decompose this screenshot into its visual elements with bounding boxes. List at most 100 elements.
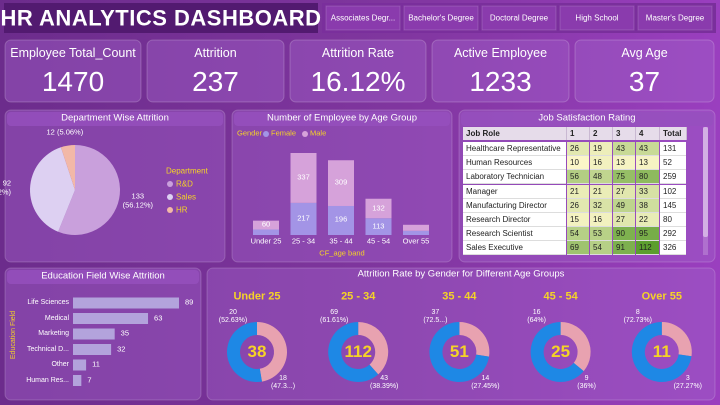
bar-label: 113	[372, 221, 385, 231]
table-cell: 112	[636, 241, 659, 256]
table-cell: 131	[660, 142, 686, 156]
table-cell: Human Resources	[463, 156, 566, 171]
donut-title: 45 - 54	[543, 290, 578, 303]
table-header: Job Role	[463, 127, 567, 140]
donut-label: 16 (64%)	[527, 308, 546, 324]
table-cell: 21	[590, 184, 612, 199]
table-cell: Manufacturing Director	[463, 198, 566, 213]
legend-swatch	[167, 194, 173, 200]
legend-title: Gender	[237, 128, 263, 138]
table-cell: 26	[567, 142, 589, 156]
bar-segment	[290, 153, 317, 203]
donut-center: 112	[344, 342, 372, 362]
legend-swatch	[302, 131, 309, 137]
panel-header	[7, 112, 223, 126]
legend-label: Sales	[176, 192, 197, 202]
table-cell: 38	[636, 198, 659, 213]
donut-label: 18 (47.3...)	[270, 374, 296, 390]
bar-label: 337	[297, 172, 310, 182]
table-cell: 145	[660, 198, 686, 213]
kpi-card	[289, 39, 427, 103]
filter-button[interactable]: Doctoral Degree	[489, 13, 549, 23]
kpi-label: Employee Total_Count	[10, 45, 136, 60]
pie-label: 92 (38.82%)	[0, 178, 12, 197]
kpi-value: 1470	[41, 65, 105, 97]
kpi-label: Attrition	[194, 45, 237, 60]
filter-button[interactable]: Associates Degr...	[330, 13, 396, 23]
bar-label: 60	[261, 219, 271, 229]
kpi-label: Avg Age	[621, 45, 668, 60]
table-cell: 16	[590, 213, 612, 227]
donut-slice	[459, 322, 490, 357]
chart-title: Number of Employee by Age Group	[267, 112, 417, 124]
table-cell: 43	[613, 142, 635, 156]
bar-label: 196	[334, 215, 348, 225]
chart-title: Education Field Wise Attrition	[41, 270, 165, 282]
x-tick-label: 35 - 44	[329, 236, 353, 246]
kpi-label: Active Employee	[453, 45, 548, 60]
table-cell: 292	[660, 227, 686, 242]
table-cell: 259	[660, 170, 686, 185]
y-tick-label: Technical D...	[26, 345, 69, 353]
x-tick-label: Under 25	[250, 236, 282, 246]
table-cell: 49	[613, 198, 635, 213]
table-cell: 15	[567, 213, 589, 227]
x-tick-label: 25 - 34	[291, 236, 316, 246]
kpi-value: 1233	[469, 65, 532, 97]
y-tick-label: Other	[51, 360, 69, 368]
table-header: 1	[567, 127, 590, 140]
bar-segment	[253, 229, 279, 235]
legend-swatch	[263, 131, 269, 137]
pie-label: 133 (56.12%)	[122, 191, 154, 210]
donut-title: 25 - 34	[341, 290, 376, 303]
donut-center: 25	[551, 342, 571, 362]
bar-label: 132	[372, 203, 385, 213]
bar	[73, 328, 115, 340]
bar-segment	[253, 220, 279, 230]
scrollbar-track	[703, 127, 708, 255]
filter-button-bg	[403, 5, 479, 31]
donut-label: 69 (61.61%)	[319, 308, 349, 324]
donut-title: Under 25	[233, 290, 281, 303]
table-cell: 53	[590, 227, 612, 242]
bar	[73, 313, 149, 324]
filter-button-bg	[481, 5, 557, 31]
filter-button-bg	[325, 5, 401, 31]
donut-slice	[227, 322, 262, 382]
kpi-card	[4, 39, 142, 103]
y-tick-label: Marketing	[38, 329, 69, 337]
table-cell: 80	[660, 213, 686, 227]
table-cell: 52	[660, 156, 686, 171]
chart-title: Department Wise Attrition	[61, 112, 169, 124]
pie-slice	[60, 145, 75, 190]
filter-button[interactable]: Bachelor's Degree	[408, 13, 474, 23]
kpi-value: 16.12%	[310, 65, 406, 97]
table-cell: 54	[590, 241, 612, 256]
table-cell: 326	[660, 241, 686, 256]
bar-label: 309	[334, 177, 348, 187]
table-cell: 33	[636, 184, 659, 199]
filter-button[interactable]: High School	[575, 13, 619, 23]
donut-slice	[257, 322, 288, 382]
bar	[73, 359, 87, 371]
bar-label: 217	[297, 213, 310, 223]
bar-label: 7	[87, 375, 92, 385]
table-cell: Manager	[463, 184, 566, 199]
table-cell: 48	[590, 170, 612, 185]
bar-segment	[290, 202, 317, 235]
table-header: 4	[636, 127, 660, 140]
scrollbar-thumb	[703, 127, 708, 237]
panel-header	[461, 112, 713, 126]
donut-slice	[429, 322, 490, 382]
table-cell: 13	[613, 156, 635, 171]
table-cell: 56	[567, 170, 589, 185]
table-cell: Healthcare Representative	[463, 142, 566, 156]
donut-label: 9 (36%)	[577, 374, 596, 390]
filter-button[interactable]: Master's Degree	[645, 13, 705, 23]
donut-label: 20 (52.63%)	[218, 308, 248, 324]
table-header: 3	[613, 127, 636, 140]
legend-swatch	[167, 181, 173, 187]
kpi-value: 237	[192, 65, 239, 97]
donut-label: 37 (72.5...)	[423, 308, 448, 324]
